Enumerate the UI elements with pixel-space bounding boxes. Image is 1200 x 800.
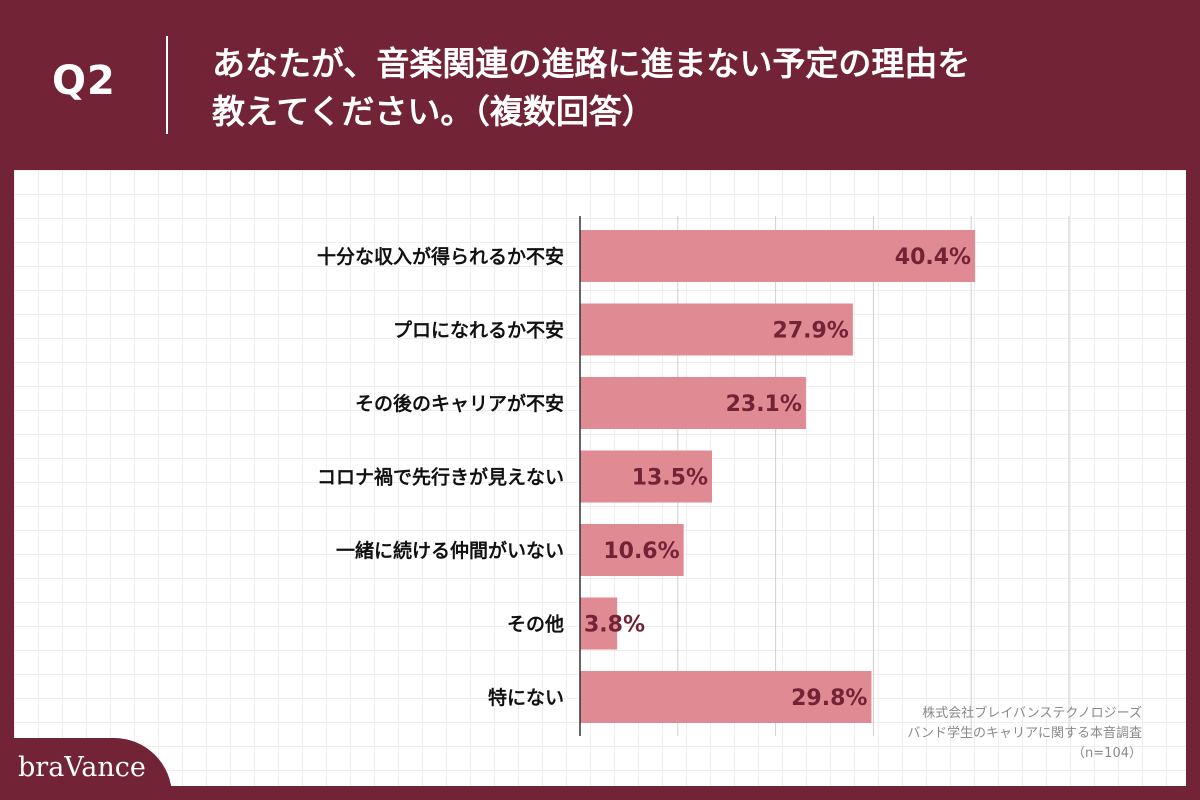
source-company: 株式会社ブレイバンステクノロジーズ [922,706,1142,721]
chart-panel: 十分な収入が得られるか不安 40.4% プロになれるか不安 27.9% その後のキャリア… [14,170,1186,786]
value-label: 27.9% [773,319,849,344]
bar [580,230,976,282]
category-label: 一緒に続ける仲間がいない [336,539,564,562]
value-label: 10.6% [603,539,679,564]
source-sample-size: （n=104） [1072,746,1142,761]
value-label: 40.4% [895,245,971,270]
category-label: その後のキャリアが不安 [355,392,564,415]
category-label: プロになれるか不安 [393,319,564,342]
question-title: あなたが、音楽関連の進路に進まない予定の理由を 教えてください。（複数回答） [212,40,1112,136]
value-label: 23.1% [726,392,802,417]
question-header: Q2 あなたが、音楽関連の進路に進まない予定の理由を 教えてください。（複数回答… [0,0,1200,170]
header-divider [166,36,168,134]
question-title-line: あなたが、音楽関連の進路に進まない予定の理由を [212,44,971,83]
source-note: 株式会社ブレイバンステクノロジーズ バンド学生のキャリアに関する本音調査 （n=… [907,704,1142,764]
value-label: 13.5% [632,466,708,491]
bar [580,671,872,723]
category-label: 十分な収入が得られるか不安 [317,245,564,268]
bar [580,524,684,576]
category-label: コロナ禍で先行きが見えない [317,466,564,489]
bar [580,377,806,429]
category-label: その他 [507,613,564,636]
bar-chart: 十分な収入が得られるか不安 40.4% プロになれるか不安 27.9% その後のキャリア… [317,216,1070,736]
source-survey: バンド学生のキャリアに関する本音調査 [907,726,1142,741]
category-label: 特にない [488,687,564,709]
value-label: 3.8% [584,613,645,638]
question-number: Q2 [52,58,116,104]
bar [580,303,853,356]
value-label: 29.8% [791,686,867,711]
bravance-logo: braVance [18,752,146,783]
bar [580,597,618,650]
question-title-line: 教えてください。（複数回答） [212,92,655,131]
logo-tab [0,738,172,800]
bar [580,450,713,503]
